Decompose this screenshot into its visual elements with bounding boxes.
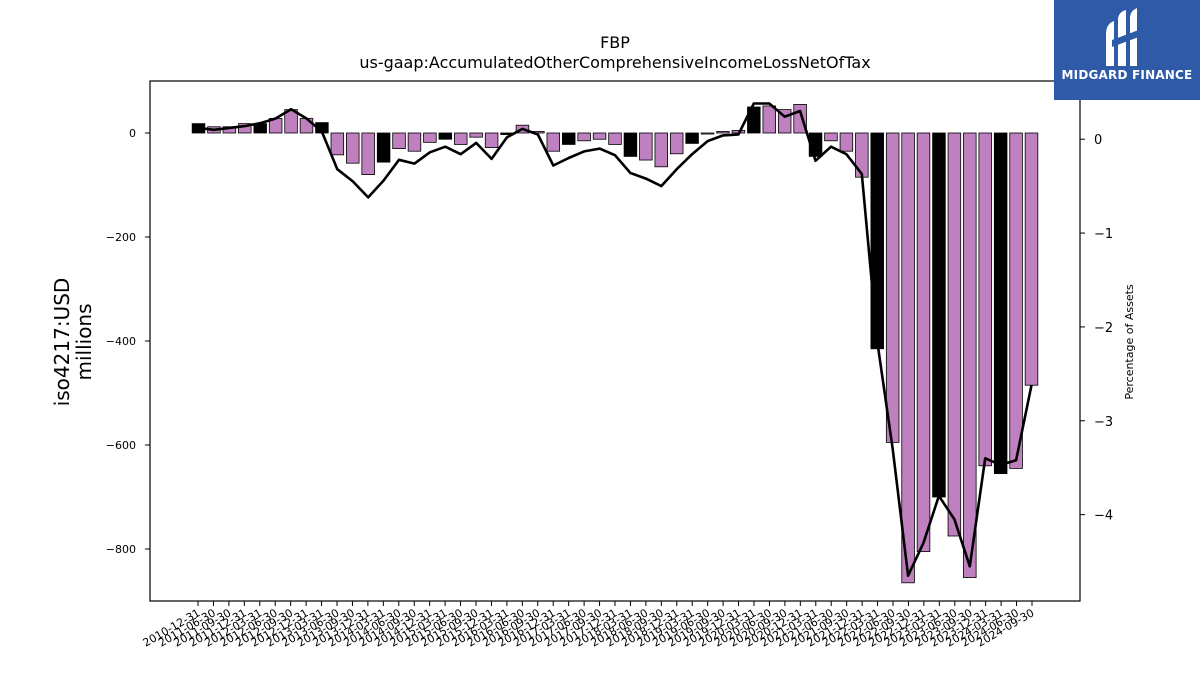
series-line: [198, 102, 1033, 578]
plot-area: 0−200−400−600−8000−1−2−3−42010-12-312011…: [106, 80, 1113, 650]
chart-title: FBP: [600, 33, 630, 52]
bar: [855, 132, 869, 178]
y-tick-label: −600: [106, 439, 136, 452]
y2-axis-label: Percentage of Assets: [1123, 284, 1136, 400]
bar: [407, 132, 422, 152]
bar: [392, 132, 406, 150]
bar: [747, 106, 761, 134]
y-tick-label: −400: [106, 335, 136, 348]
bar: [438, 132, 453, 140]
y-tick-label: −200: [106, 231, 136, 244]
bar: [654, 132, 669, 168]
bar: [346, 132, 360, 164]
bar: [561, 132, 576, 145]
bar: [762, 105, 776, 134]
bar: [669, 132, 684, 155]
chart-subtitle: us-gaap:AccumulatedOtherComprehensiveInc…: [359, 53, 870, 72]
bar: [608, 132, 622, 145]
bar: [978, 132, 992, 467]
bar: [993, 132, 1008, 475]
bar: [330, 132, 345, 156]
midgard-finance-logo: MIDGARD FINANCE: [1054, 0, 1200, 100]
bar: [716, 131, 730, 134]
y2-tick-label: −4: [1094, 509, 1113, 524]
bar: [238, 123, 252, 134]
bar: [423, 132, 437, 143]
y2-tick-label: −2: [1094, 321, 1113, 336]
bar: [484, 132, 499, 148]
bar: [839, 132, 854, 152]
bar: [454, 132, 468, 145]
bar: [546, 132, 561, 152]
bar: [623, 132, 638, 157]
midgard-logo-icon: [1106, 8, 1144, 66]
bar: [361, 132, 375, 175]
bar: [824, 132, 838, 142]
y-axis-label-line: iso4217:USD: [50, 278, 74, 407]
bar: [947, 132, 962, 537]
bar: [1009, 132, 1023, 469]
bar: [639, 132, 653, 161]
y-axis-label-line: millions: [72, 303, 96, 380]
bar: [963, 132, 977, 579]
bar: [376, 132, 391, 163]
bar: [592, 132, 607, 140]
y-tick-label: −800: [106, 543, 136, 556]
logo-text: MIDGARD FINANCE: [1061, 68, 1193, 82]
y2-tick-label: −3: [1094, 415, 1113, 430]
bar: [577, 132, 591, 142]
bar: [916, 132, 931, 553]
bar: [469, 132, 483, 138]
bar: [700, 132, 715, 135]
bar: [870, 132, 884, 350]
bar: [1024, 132, 1039, 386]
bar: [901, 132, 915, 584]
bar: [885, 132, 900, 443]
bar: [932, 132, 946, 498]
y-tick-label: 0: [129, 127, 136, 140]
y2-tick-label: 0: [1094, 133, 1102, 148]
bar: [685, 132, 699, 144]
y2-tick-label: −1: [1094, 227, 1113, 242]
